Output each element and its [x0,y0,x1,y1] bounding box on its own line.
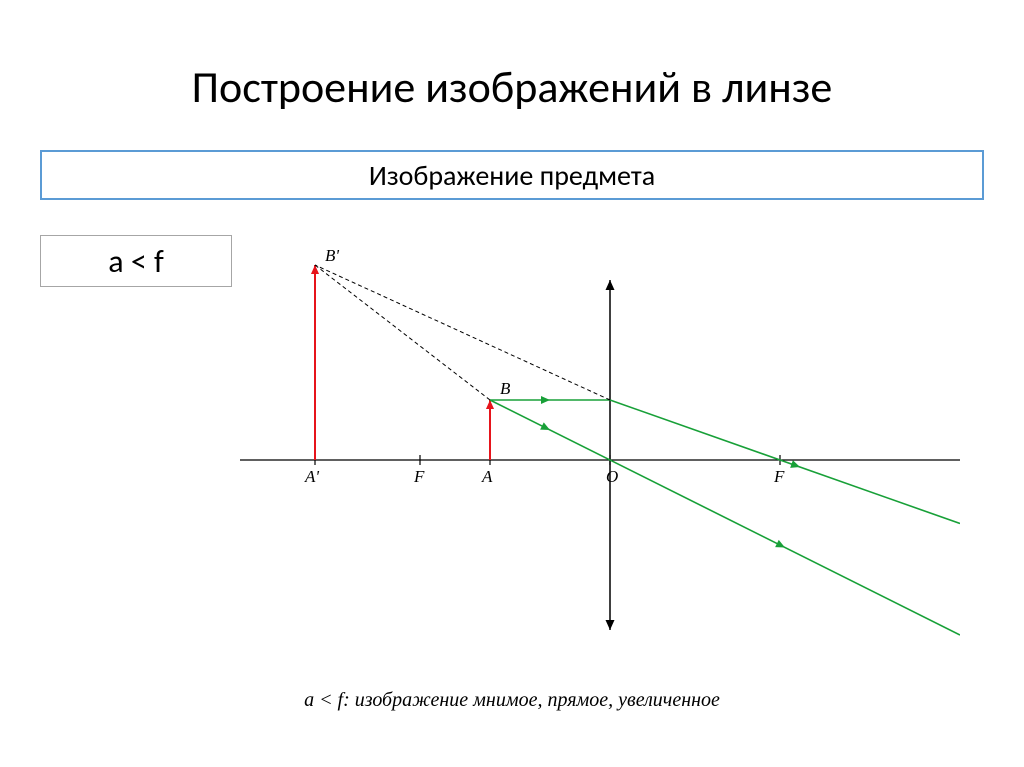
lens-diagram: O F F A B A' B' [240,230,960,650]
svg-text:F: F [413,467,425,486]
svg-text:A: A [481,467,493,486]
svg-text:A': A' [304,467,319,486]
condition-text: a < f [108,242,164,281]
condition-box: a < f [40,235,232,287]
caption-formula: a < f [304,689,343,711]
svg-text:O: O [606,467,618,486]
svg-text:B': B' [325,246,339,265]
svg-text:B: B [500,379,511,398]
caption: a < f: изображение мнимое, прямое, увели… [0,689,1024,712]
subtitle-box: Изображение предмета [40,150,984,200]
svg-text:F: F [773,467,785,486]
caption-text: : изображение мнимое, прямое, увеличенно… [343,689,720,711]
slide-title: Построение изображений в линзе [0,60,1024,114]
subtitle-text: Изображение предмета [369,158,655,193]
